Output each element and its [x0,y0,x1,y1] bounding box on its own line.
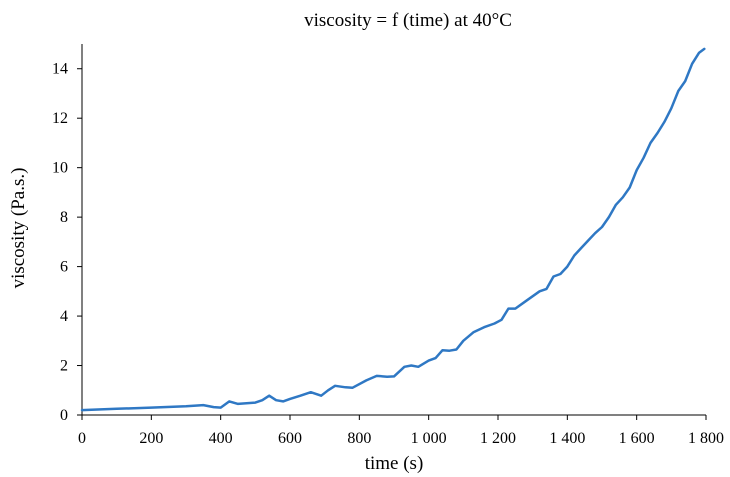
y-tick-label: 0 [60,407,68,424]
y-tick-label: 12 [52,110,68,127]
y-axis-title: viscosity (Pa.s.) [8,168,29,289]
y-tick-label: 8 [60,209,68,226]
x-tick-label: 800 [347,430,371,447]
x-tick-label: 1 600 [619,430,655,447]
series-line [80,47,706,412]
x-tick-label: 1 000 [411,430,447,447]
chart-title: viscosity = f (time) at 40°C [304,10,512,31]
x-tick-label: 1 400 [549,430,585,447]
x-tick-label: 1 800 [688,430,724,447]
x-axis-title: time (s) [365,453,424,474]
y-tick-label: 14 [52,61,68,78]
x-tick-label: 1 200 [480,430,516,447]
y-tick-label: 10 [52,160,68,177]
x-tick-label: 600 [278,430,302,447]
y-tick-label: 2 [60,358,68,375]
y-axis-ticks: 0 2 4 6 8 10 12 14 [52,61,82,424]
series-layer [80,47,706,412]
y-tick-label: 6 [60,259,68,276]
x-tick-label: 0 [78,430,86,447]
x-tick-label: 200 [139,430,163,447]
y-tick-label: 4 [60,308,68,325]
axes [81,44,706,416]
x-tick-label: 400 [209,430,233,447]
x-axis-ticks: 0 200 400 600 800 1 000 1 200 1 400 1 600 1 800 [78,415,724,447]
